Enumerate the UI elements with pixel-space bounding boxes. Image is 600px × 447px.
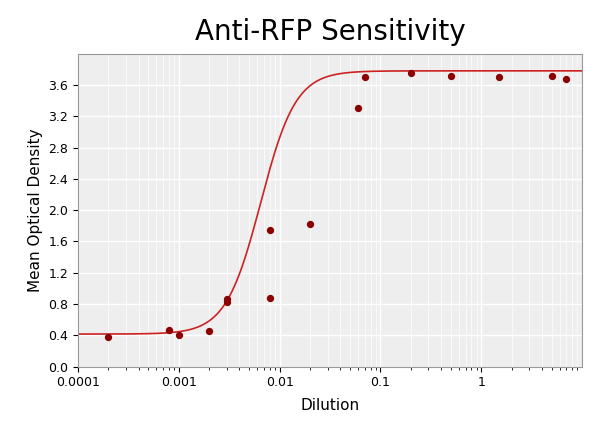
Point bbox=[446, 72, 455, 79]
Point bbox=[104, 333, 113, 341]
Point bbox=[494, 73, 504, 80]
Title: Anti-RFP Sensitivity: Anti-RFP Sensitivity bbox=[194, 18, 466, 46]
Point bbox=[205, 328, 214, 335]
Point bbox=[164, 326, 174, 333]
Point bbox=[222, 296, 232, 303]
Point bbox=[174, 332, 184, 339]
Point bbox=[360, 73, 370, 80]
Point bbox=[547, 72, 556, 79]
Point bbox=[406, 70, 416, 77]
Point bbox=[353, 105, 363, 112]
Y-axis label: Mean Optical Density: Mean Optical Density bbox=[28, 128, 43, 292]
Point bbox=[562, 75, 571, 82]
Point bbox=[265, 294, 275, 301]
Point bbox=[305, 221, 315, 228]
X-axis label: Dilution: Dilution bbox=[301, 397, 359, 413]
Point bbox=[265, 226, 275, 233]
Point bbox=[222, 299, 232, 306]
